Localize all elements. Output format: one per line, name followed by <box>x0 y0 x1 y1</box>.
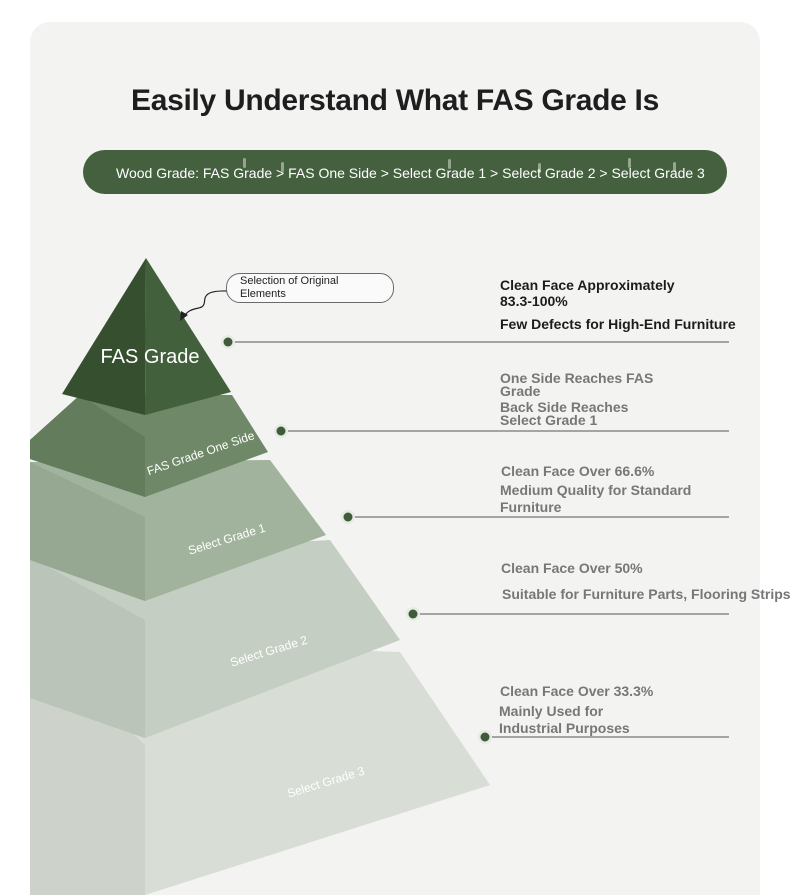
tier-label: FAS Grade <box>101 346 200 368</box>
tier-1-desc-line-3: Few Defects for High-End Furniture <box>500 316 736 332</box>
tier-5-desc-line-2: Mainly Used for <box>499 703 604 719</box>
tier-3-desc-line-3: Furniture <box>500 499 562 515</box>
tier-select-grade-1: Select Grade 1 <box>30 460 326 601</box>
leader-dot <box>480 732 490 742</box>
tier-shape <box>145 258 231 415</box>
leader-dot <box>223 337 233 347</box>
tier-1-desc-line-1: Clean Face Approximately <box>500 277 675 293</box>
leader-dot <box>343 512 353 522</box>
tier-2-desc-line-2: Grade <box>500 383 541 399</box>
banner-texture <box>448 159 451 169</box>
tier-2-desc-line-4: Select Grade 1 <box>500 412 598 428</box>
banner-texture <box>628 158 631 168</box>
banner-texture <box>243 158 246 168</box>
tier-4-desc-line-1: Clean Face Over 50% <box>501 560 643 576</box>
banner-texture <box>281 162 284 172</box>
tier-face <box>30 557 145 738</box>
tier-face <box>30 462 145 601</box>
banner-texture <box>673 162 676 172</box>
tier-face <box>30 395 145 497</box>
tier-shape <box>62 258 146 415</box>
banner-texture <box>538 163 541 173</box>
tier-2-desc-line-1: One Side Reaches FAS <box>500 370 654 386</box>
callout-arrowhead <box>180 311 188 321</box>
tier-1-desc-line-2: 83.3-100% <box>500 293 568 309</box>
tier-3-desc-line-1: Clean Face Over 66.6% <box>501 463 655 479</box>
leader-dot <box>276 426 286 436</box>
tier-fas-grade: FAS Grade <box>62 258 231 415</box>
leader-lines <box>221 335 729 744</box>
tier-fas-one-side: FAS Grade One Side <box>30 395 268 497</box>
tier-5-desc-line-3: Industrial Purposes <box>499 720 630 736</box>
grade-banner: Wood Grade: FAS Grade > FAS One Side > S… <box>83 150 727 194</box>
page-title: Easily Understand What FAS Grade Is <box>131 84 659 117</box>
grade-sequence: Wood Grade: FAS Grade > FAS One Side > S… <box>116 165 705 181</box>
tier-5-desc-line-1: Clean Face Over 33.3% <box>500 683 654 699</box>
leader-dot <box>408 609 418 619</box>
tier-2-desc-line-3: Back Side Reaches <box>500 399 629 415</box>
tier-3-desc-line-2: Medium Quality for Standard <box>500 482 692 498</box>
callout-box: Selection of Original Elements <box>226 273 394 303</box>
tier-4-desc-line-2: Suitable for Furniture Parts, Flooring S… <box>502 586 790 602</box>
callout-text: Selection of Original Elements <box>240 275 339 300</box>
callout-arrow <box>182 290 229 319</box>
